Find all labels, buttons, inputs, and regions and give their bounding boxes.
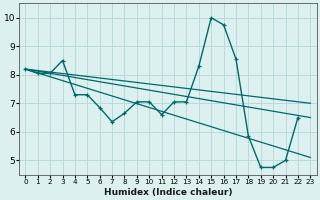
X-axis label: Humidex (Indice chaleur): Humidex (Indice chaleur): [104, 188, 232, 197]
